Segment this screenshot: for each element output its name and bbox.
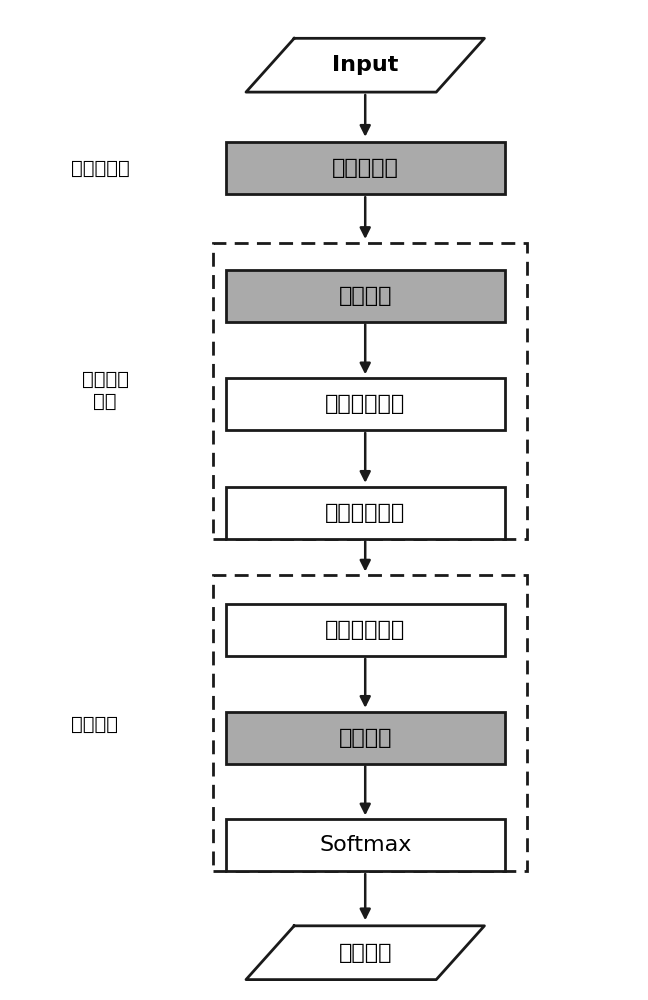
Bar <box>213 243 527 539</box>
Polygon shape <box>246 38 485 92</box>
Bar <box>226 487 505 539</box>
Text: 第一缩减模块: 第一缩减模块 <box>325 394 406 414</box>
Text: 分类部分: 分类部分 <box>71 715 118 734</box>
Text: 一般模块: 一般模块 <box>338 286 392 306</box>
Text: 特征提取
部分: 特征提取 部分 <box>82 370 129 411</box>
Bar <box>213 575 527 871</box>
Text: 预处理部分: 预处理部分 <box>71 159 130 178</box>
Bar <box>226 142 505 194</box>
Text: 类别概率: 类别概率 <box>338 943 392 963</box>
Bar <box>226 378 505 430</box>
Text: 协方差池化层: 协方差池化层 <box>325 620 406 640</box>
Bar <box>226 604 505 656</box>
Text: Input: Input <box>332 55 399 75</box>
Bar <box>226 270 505 322</box>
Bar <box>226 819 505 871</box>
Text: 第二缩减模块: 第二缩减模块 <box>325 503 406 523</box>
Polygon shape <box>246 926 485 980</box>
Text: 全连接层: 全连接层 <box>338 728 392 748</box>
Bar <box>226 712 505 764</box>
Text: Softmax: Softmax <box>319 835 411 855</box>
Text: 预处理模块: 预处理模块 <box>332 158 399 178</box>
